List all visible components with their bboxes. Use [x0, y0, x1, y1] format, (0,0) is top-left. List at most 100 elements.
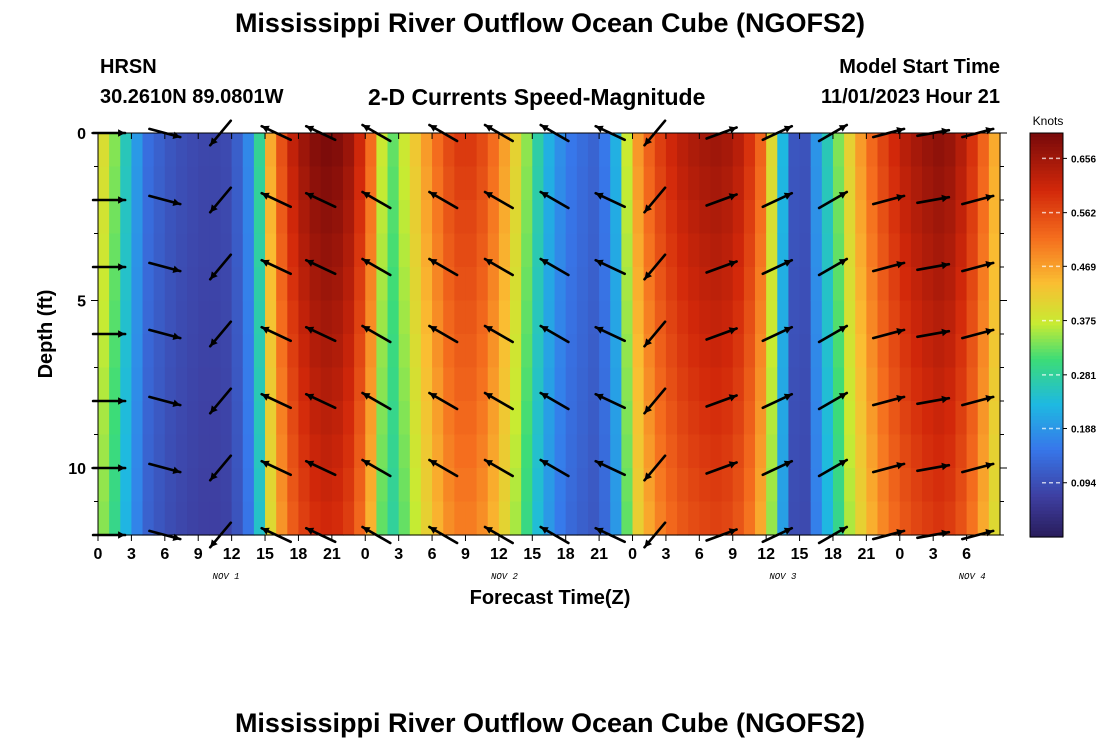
current-vector — [428, 391, 459, 411]
heatmap-cell — [187, 233, 199, 268]
heatmap-cell — [654, 334, 667, 369]
heatmap-cell — [866, 233, 879, 268]
x-tick-label: 9 — [728, 546, 737, 563]
heatmap-cell — [587, 267, 600, 302]
heatmap-cell — [654, 434, 667, 469]
heatmap-cell — [131, 434, 144, 469]
heatmap-cell — [944, 200, 957, 235]
heatmap-cell — [766, 434, 778, 469]
current-vector — [916, 395, 951, 406]
heatmap-cell — [354, 434, 366, 469]
x-tick-label: 0 — [628, 546, 637, 563]
heatmap-cell — [409, 166, 422, 201]
heatmap-cell — [242, 367, 255, 402]
x-tick-label: 21 — [857, 546, 875, 563]
heatmap-cell — [543, 501, 556, 536]
heatmap-cell — [365, 367, 377, 402]
heatmap-cell — [287, 166, 300, 201]
heatmap-cell — [265, 200, 277, 235]
heatmap-cell — [576, 434, 589, 469]
heatmap-cell — [331, 300, 344, 335]
heatmap-cell — [977, 401, 990, 436]
heatmap-cell — [988, 267, 1001, 302]
heatmap-cell — [398, 434, 411, 469]
heatmap-cell — [153, 401, 166, 436]
current-vector — [148, 261, 182, 273]
heatmap-cell — [632, 334, 645, 369]
x-tick-label: 0 — [895, 546, 904, 563]
heatmap-cell — [877, 300, 890, 335]
heatmap-cell — [242, 133, 255, 168]
heatmap-cell — [832, 468, 845, 503]
heatmap-cell — [565, 334, 578, 369]
heatmap-cell — [220, 267, 233, 302]
x-tick-label: 0 — [94, 546, 103, 563]
heatmap-cell — [710, 501, 723, 536]
heatmap-cell — [799, 267, 812, 302]
heatmap-cell — [688, 501, 700, 536]
current-vector — [208, 253, 233, 281]
heatmap-cell — [643, 133, 656, 168]
heatmap-cell — [98, 133, 110, 168]
heatmap-cell — [98, 200, 110, 235]
heatmap-cell — [933, 401, 945, 436]
heatmap-cell — [387, 233, 400, 268]
heatmap-cell — [944, 468, 957, 503]
heatmap-cell — [743, 200, 756, 235]
heatmap-cell — [799, 200, 812, 235]
heatmap-cell — [755, 468, 767, 503]
heatmap-cell — [710, 267, 723, 302]
heatmap-cell — [443, 267, 455, 302]
heatmap-cell — [120, 401, 133, 436]
heatmap-cell — [910, 367, 923, 402]
current-vectors — [91, 119, 995, 549]
heatmap-cell — [910, 401, 923, 436]
heatmap-cell — [432, 233, 444, 268]
heatmap-cell — [565, 233, 578, 268]
heatmap-cell — [821, 300, 834, 335]
heatmap-cell — [543, 401, 556, 436]
heatmap-cell — [242, 233, 255, 268]
heatmap-cell — [877, 166, 890, 201]
heatmap-cell — [242, 300, 255, 335]
heatmap-cell — [387, 200, 400, 235]
heatmap-cell — [732, 200, 745, 235]
heatmap-cell — [777, 200, 790, 235]
heatmap-cell — [209, 267, 222, 302]
heatmap-cell — [465, 267, 478, 302]
heatmap-cell — [832, 434, 845, 469]
heatmap-cell — [209, 367, 222, 402]
heatmap-cell — [109, 300, 121, 335]
heatmap-cell — [632, 468, 645, 503]
heatmap-cell — [677, 468, 689, 503]
current-vector — [594, 191, 627, 209]
heatmap-cell — [287, 434, 300, 469]
heatmap-cell — [287, 501, 300, 536]
heatmap-cell — [621, 401, 634, 436]
heatmap-cell — [565, 300, 578, 335]
heatmap-cell — [966, 501, 979, 536]
heatmap-cell — [420, 300, 433, 335]
heatmap-cell — [498, 267, 511, 302]
x-tick-label: 9 — [461, 546, 470, 563]
current-vector — [871, 261, 906, 273]
current-vector — [539, 458, 570, 478]
heatmap-cell — [855, 334, 867, 369]
heatmap-cell — [643, 367, 656, 402]
heatmap-cell — [510, 133, 522, 168]
heatmap-cell — [721, 367, 734, 402]
heatmap-cell — [521, 401, 533, 436]
heatmap-cell — [610, 334, 622, 369]
heatmap-cell — [899, 501, 912, 536]
heatmap-cell — [587, 468, 600, 503]
heatmap-cell — [265, 133, 277, 168]
heatmap-cell — [342, 200, 355, 235]
heatmap-cell — [376, 300, 389, 335]
heatmap-cell — [899, 434, 912, 469]
heatmap-cell — [643, 166, 656, 201]
heatmap-cell — [866, 468, 879, 503]
heatmap-cell — [298, 200, 311, 235]
heatmap-cell — [777, 300, 790, 335]
x-tick-label: 12 — [490, 546, 508, 563]
heatmap-cell — [231, 468, 244, 503]
